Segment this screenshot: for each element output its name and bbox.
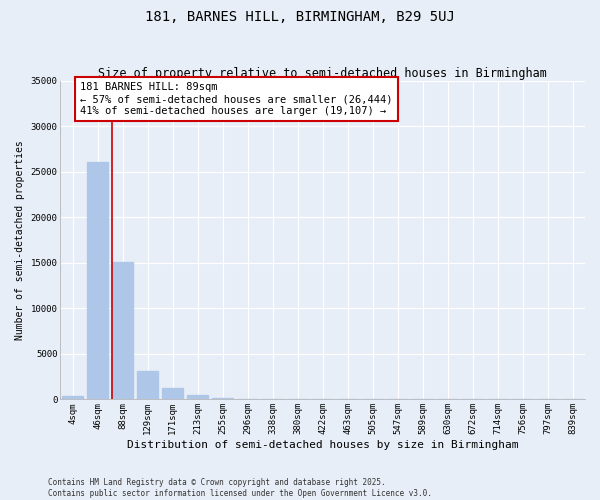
Y-axis label: Number of semi-detached properties: Number of semi-detached properties: [15, 140, 25, 340]
Text: Contains HM Land Registry data © Crown copyright and database right 2025.
Contai: Contains HM Land Registry data © Crown c…: [48, 478, 432, 498]
Text: 181 BARNES HILL: 89sqm
← 57% of semi-detached houses are smaller (26,444)
41% of: 181 BARNES HILL: 89sqm ← 57% of semi-det…: [80, 82, 393, 116]
Text: 181, BARNES HILL, BIRMINGHAM, B29 5UJ: 181, BARNES HILL, BIRMINGHAM, B29 5UJ: [145, 10, 455, 24]
Bar: [187, 396, 208, 400]
Bar: [162, 388, 183, 400]
Bar: [212, 398, 233, 400]
Bar: [137, 371, 158, 400]
Title: Size of property relative to semi-detached houses in Birmingham: Size of property relative to semi-detach…: [98, 66, 547, 80]
X-axis label: Distribution of semi-detached houses by size in Birmingham: Distribution of semi-detached houses by …: [127, 440, 518, 450]
Bar: [62, 396, 83, 400]
Bar: [112, 262, 133, 400]
Bar: [87, 162, 109, 400]
